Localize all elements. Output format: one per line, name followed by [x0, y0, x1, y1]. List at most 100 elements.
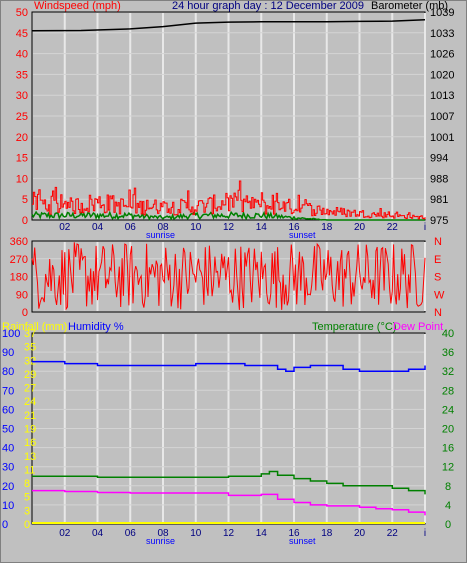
- x-tick-label: 22: [387, 222, 399, 233]
- windspeed-axis: 0 5 10 15 20 25 30 35 40 45 50: [16, 7, 28, 227]
- wind-direction-line: [31, 242, 426, 311]
- x-tick-label: 20: [354, 222, 366, 233]
- temperature-tick-label: 16: [442, 443, 454, 455]
- humidity-line: [32, 360, 426, 372]
- humidity-tick-label: 90: [2, 347, 14, 359]
- windspeed-tick-label: 20: [16, 132, 28, 144]
- barometer-tick-label: 981: [430, 194, 448, 206]
- windspeed-tick-label: 40: [16, 49, 28, 61]
- humidity-tick-label: 10: [2, 500, 14, 512]
- rainfall-tick-label: 19: [24, 424, 36, 436]
- windspeed-tick-label: 10: [16, 173, 28, 185]
- rainfall-legend: Rainfall (mm): [2, 321, 67, 333]
- x-tick-label: 02: [59, 528, 71, 539]
- x-tick-label: 22: [387, 528, 399, 539]
- windspeed-tick-label: 50: [16, 7, 28, 19]
- windspeed-tick-label: 35: [16, 69, 28, 81]
- wind-gust-line: [31, 210, 425, 221]
- x-tick-label: 16: [288, 222, 300, 233]
- x-tick-label: 18: [321, 222, 333, 233]
- humidity-legend: Humidity %: [68, 321, 124, 333]
- rainfall-tick-label: 21: [24, 410, 36, 422]
- temperature-tick-label: 32: [442, 366, 454, 378]
- temperature-tick-label: 4: [445, 500, 451, 512]
- climate-x-axis: 02 04 06 08 10 12 14 16 18 20 22 i: [59, 528, 426, 539]
- windspeed-tick-label: 15: [16, 153, 28, 165]
- x-tick-label: 10: [190, 222, 202, 233]
- humidity-tick-label: 50: [2, 424, 14, 436]
- barometer-axis-title: Barometer (mb): [371, 0, 448, 12]
- temperature-tick-label: 40: [442, 328, 454, 340]
- barometer-tick-label: 1026: [430, 49, 454, 61]
- humidity-tick-label: 20: [2, 481, 14, 493]
- windspeed-tick-label: 0: [22, 215, 28, 227]
- compass-tick-label: E: [434, 254, 441, 266]
- x-tick-label: 06: [125, 528, 137, 539]
- barometer-axis: 975 981 988 994 1001 1007 1013 1020 1026 1033 1039: [430, 7, 454, 227]
- temperature-tick-label: 0: [445, 519, 451, 531]
- barometer-line: [31, 19, 426, 32]
- humidity-tick-label: 0: [2, 519, 8, 531]
- x-tick-label: 10: [190, 528, 202, 539]
- direction-series: [31, 242, 426, 311]
- rainfall-tick-label: 0: [24, 519, 30, 531]
- temperature-tick-label: 24: [442, 404, 454, 416]
- temperature-tick-label: 12: [442, 462, 454, 474]
- compass-tick-label: N: [434, 307, 442, 319]
- x-tick-label: 08: [157, 222, 169, 233]
- x-tick-label: 06: [125, 222, 137, 233]
- rainfall-tick-label: 24: [24, 396, 36, 408]
- chart-title: 24 hour graph day : 12 December 2009: [172, 0, 364, 12]
- rainfall-tick-label: 5: [24, 492, 30, 504]
- x-tick-label: 04: [92, 222, 104, 233]
- sunrise-label: sunrise: [146, 230, 175, 240]
- x-tick-label: 16: [288, 528, 300, 539]
- climate-series: [32, 360, 426, 524]
- direction-tick-label: 180: [10, 272, 28, 284]
- temperature-axis: 0 4 8 12 16 20 24 28 32 36 40: [442, 328, 454, 531]
- x-tick-label: 20: [354, 528, 366, 539]
- x-tick-label: 12: [223, 222, 235, 233]
- direction-tick-label: 270: [10, 254, 28, 266]
- climate-panel: 0102030405060708090100035811131619212427…: [2, 328, 454, 546]
- sunrise-label-bottom: sunrise: [146, 536, 175, 546]
- barometer-tick-label: 994: [430, 153, 448, 165]
- dewpoint-legend: Dew Point: [393, 321, 443, 333]
- temperature-tick-label: 28: [442, 385, 454, 397]
- rainfall-tick-label: 3: [24, 505, 30, 517]
- humidity-tick-label: 60: [2, 404, 14, 416]
- barometer-tick-label: 988: [430, 173, 448, 185]
- rainfall-tick-label: 8: [24, 478, 30, 490]
- rainfall-tick-label: 27: [24, 383, 36, 395]
- dewpoint-line: [32, 489, 426, 516]
- x-tick-label: 18: [321, 528, 333, 539]
- compass-tick-label: N: [434, 236, 442, 248]
- sunset-label: sunset: [289, 230, 316, 240]
- humidity-tick-label: 30: [2, 462, 14, 474]
- windspeed-tick-label: 45: [16, 28, 28, 40]
- barometer-tick-label: 1039: [430, 7, 454, 19]
- humidity-tick-label: 70: [2, 385, 14, 397]
- x-tick-label: 04: [92, 528, 104, 539]
- barometer-tick-label: 1020: [430, 69, 454, 81]
- barometer-tick-label: 975: [430, 215, 448, 227]
- x-tick-label: 14: [256, 528, 268, 539]
- temperature-line: [32, 470, 426, 495]
- x-tick-label: 12: [223, 528, 235, 539]
- x-tick-label: 08: [157, 528, 169, 539]
- rainfall-tick-label: 13: [24, 451, 36, 463]
- temperature-tick-label: 8: [445, 481, 451, 493]
- temperature-tick-label: 20: [442, 424, 454, 436]
- rainfall-tick-label: 16: [24, 437, 36, 449]
- windspeed-line: [32, 180, 426, 220]
- barometer-tick-label: 1001: [430, 132, 454, 144]
- windspeed-tick-label: 25: [16, 111, 28, 123]
- rainfall-tick-label: 32: [24, 355, 36, 367]
- wind-series: [31, 19, 426, 221]
- x-tick-label: i: [424, 528, 426, 539]
- windspeed-tick-label: 30: [16, 90, 28, 102]
- rainfall-tick-label: 11: [24, 464, 35, 476]
